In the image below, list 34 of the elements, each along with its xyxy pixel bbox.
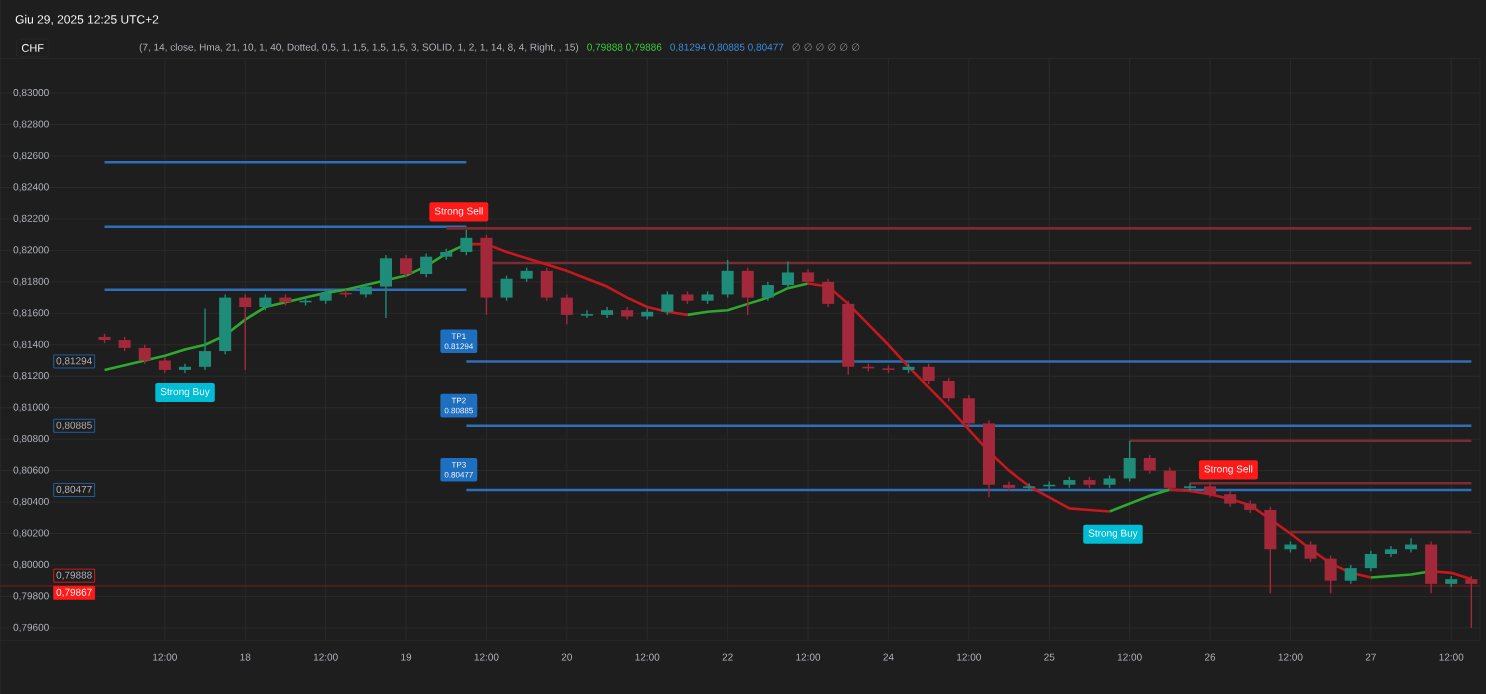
candlestick — [1425, 540, 1438, 594]
candlestick — [1143, 454, 1156, 475]
candlestick — [781, 260, 794, 289]
candlestick — [1183, 482, 1196, 492]
candlestick — [400, 254, 413, 278]
candlestick — [942, 377, 955, 403]
candlestick — [1264, 506, 1277, 594]
candlestick — [1304, 540, 1317, 563]
candlestick — [239, 293, 252, 371]
candlestick — [1163, 466, 1176, 492]
candlestick — [580, 309, 594, 319]
candlestick — [138, 344, 151, 365]
candlestick — [560, 293, 573, 326]
candlestick — [1003, 480, 1016, 492]
candlestick — [540, 267, 553, 302]
candlestick — [379, 254, 392, 319]
candlestick — [761, 281, 774, 302]
candlestick — [1324, 554, 1337, 594]
candlestick — [661, 290, 674, 316]
candlestick — [178, 362, 191, 374]
candlestick — [741, 267, 754, 316]
candlestick — [420, 252, 433, 278]
candlestick — [962, 394, 975, 428]
candlestick — [822, 278, 835, 308]
candlestick — [1123, 440, 1136, 483]
candlestick — [1465, 575, 1478, 629]
candlestick — [721, 259, 734, 299]
candlestick — [500, 274, 513, 302]
candlestick — [1364, 550, 1377, 572]
candlestick — [922, 362, 935, 385]
candlestick — [199, 307, 212, 371]
candlestick — [1023, 482, 1036, 492]
candlestick — [1344, 564, 1357, 585]
candlestick — [460, 229, 473, 256]
